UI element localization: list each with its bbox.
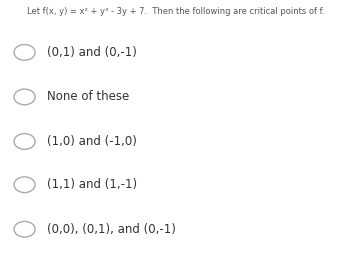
- Text: Let f(x, y) = x² + y³ - 3y + 7.  Then the following are critical points of f.: Let f(x, y) = x² + y³ - 3y + 7. Then the…: [27, 7, 324, 15]
- Text: None of these: None of these: [47, 90, 130, 103]
- Text: (0,0), (0,1), and (0,-1): (0,0), (0,1), and (0,-1): [47, 223, 176, 236]
- Text: (1,1) and (1,-1): (1,1) and (1,-1): [47, 178, 138, 191]
- Text: (1,0) and (-1,0): (1,0) and (-1,0): [47, 135, 137, 148]
- Text: (0,1) and (0,-1): (0,1) and (0,-1): [47, 46, 137, 59]
